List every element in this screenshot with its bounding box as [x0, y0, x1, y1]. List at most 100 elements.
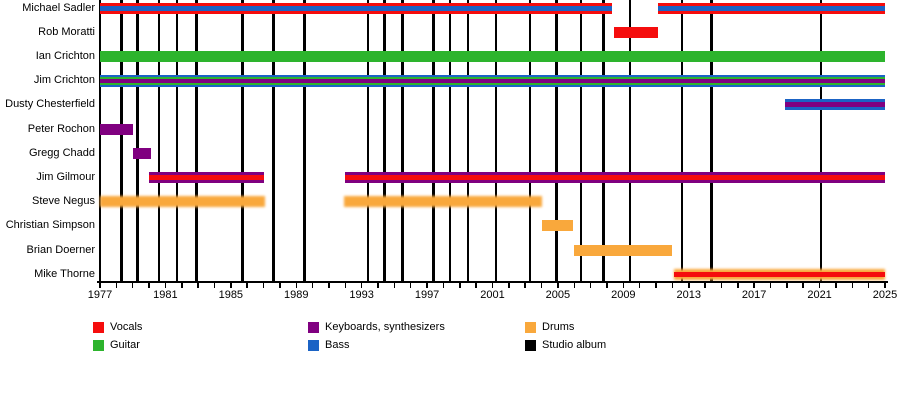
member-row-label: Rob Moratti	[38, 25, 95, 38]
axis-tick	[524, 283, 526, 288]
axis-tick	[131, 283, 134, 288]
axis-tick-label: 1981	[153, 289, 178, 301]
member-row-label: Brian Doerner	[26, 243, 95, 256]
album-color-swatch	[525, 340, 536, 351]
axis-tick	[115, 283, 118, 288]
axis-tick	[164, 283, 167, 288]
member-row-label: Jim Gilmour	[36, 170, 95, 183]
member-tenure-bar	[100, 74, 885, 87]
role-stripe-keyboards	[132, 147, 151, 159]
role-stripe-drums	[541, 220, 573, 232]
legend-label: Studio album	[542, 339, 607, 351]
axis-tick	[148, 283, 150, 288]
axis-tick	[786, 283, 788, 288]
studio-album-line	[579, 0, 583, 281]
legend-label: Drums	[542, 321, 575, 333]
role-stripe-vocals	[613, 26, 658, 38]
role-stripe-keyboards	[100, 78, 885, 83]
axis-tick-label: 2021	[807, 289, 832, 301]
axis-tick	[688, 283, 690, 288]
legend-label: Vocals	[110, 321, 143, 333]
member-tenure-bar	[100, 123, 133, 135]
axis-tick	[818, 283, 821, 288]
axis-tick-label: 1985	[218, 289, 244, 301]
axis-tick	[213, 283, 216, 288]
axis-tick	[328, 283, 330, 288]
role-stripe-vocals	[345, 174, 885, 180]
studio-album-line	[432, 0, 435, 281]
role-stripe-guitar	[100, 50, 885, 62]
axis-tick	[655, 283, 657, 288]
studio-album-line	[555, 0, 558, 281]
studio-album-line	[383, 0, 386, 281]
axis-tick	[99, 283, 101, 288]
axis-tick	[491, 283, 494, 288]
axis-tick-label: 2025	[872, 289, 898, 301]
axis-tick	[246, 283, 248, 288]
axis-tick	[737, 283, 739, 288]
studio-album-line	[401, 0, 404, 281]
studio-album-line	[272, 0, 275, 281]
member-row-label: Michael Sadler	[22, 1, 95, 14]
axis-tick	[540, 283, 543, 288]
axis-tick	[197, 283, 199, 288]
axis-tick	[442, 283, 445, 288]
axis-tick	[279, 283, 281, 288]
legend-label: Guitar	[110, 339, 140, 351]
member-tenure-bar	[657, 2, 885, 14]
studio-album-line	[366, 0, 370, 281]
role-stripe-bass	[100, 5, 612, 11]
member-row-label: Gregg Chadd	[28, 146, 95, 159]
axis-tick-label: 2001	[480, 289, 505, 301]
y-axis-line	[99, 0, 101, 281]
axis-tick	[769, 283, 772, 288]
axis-tick	[720, 283, 723, 288]
member-tenure-bar	[345, 171, 885, 183]
studio-album-line	[120, 0, 123, 281]
axis-tick-label: 2017	[741, 289, 767, 301]
axis-tick	[426, 283, 428, 288]
axis-tick	[867, 283, 870, 288]
legend-label: Keyboards, synthesizers	[325, 321, 445, 333]
studio-album-line	[494, 0, 498, 281]
axis-tick	[508, 283, 510, 288]
axis-tick	[704, 283, 706, 288]
member-tenure-bar	[674, 268, 885, 280]
member-tenure-bar	[100, 50, 885, 62]
axis-tick	[835, 283, 837, 288]
axis-tick	[671, 283, 674, 288]
axis-tick	[377, 283, 379, 288]
axis-tick	[884, 283, 886, 288]
drums-color-swatch	[525, 322, 536, 333]
role-stripe-bass	[657, 5, 885, 11]
axis-tick	[573, 283, 576, 288]
studio-album-line	[528, 0, 532, 281]
role-stripe-vocals	[149, 174, 264, 180]
axis-tick	[851, 283, 854, 288]
studio-album-line	[195, 0, 198, 281]
studio-album-line	[710, 0, 713, 281]
axis-tick	[622, 283, 625, 288]
axis-tick-label: 2013	[676, 289, 701, 301]
member-row-label: Christian Simpson	[5, 219, 95, 232]
member-tenure-bar	[613, 26, 658, 38]
role-stripe-drums	[343, 196, 542, 208]
axis-tick	[262, 283, 265, 288]
axis-tick	[409, 283, 412, 288]
studio-album-line	[303, 0, 306, 281]
studio-album-line	[241, 0, 244, 281]
member-tenure-bar	[132, 147, 151, 159]
studio-album-line	[680, 0, 684, 281]
member-tenure-bar	[149, 171, 264, 183]
legend-label: Bass	[325, 339, 350, 351]
member-row-label: Jim Crichton	[33, 74, 95, 87]
axis-tick	[638, 283, 641, 288]
axis-tick	[311, 283, 314, 288]
member-tenure-bar	[541, 220, 573, 232]
axis-tick	[459, 283, 461, 288]
member-tenure-bar	[785, 99, 885, 111]
axis-tick	[753, 283, 755, 288]
axis-tick	[802, 283, 804, 288]
studio-album-line	[466, 0, 470, 281]
